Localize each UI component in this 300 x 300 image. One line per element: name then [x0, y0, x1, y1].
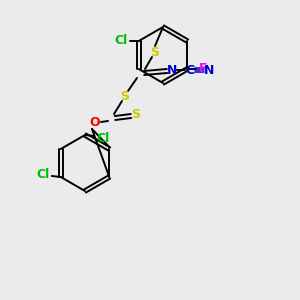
Text: C: C [185, 64, 195, 76]
Text: S: S [151, 46, 160, 59]
Text: Cl: Cl [96, 131, 110, 145]
Text: S: S [131, 109, 140, 122]
Text: F: F [199, 62, 208, 76]
Text: N: N [204, 64, 214, 76]
Text: Cl: Cl [114, 34, 128, 47]
Text: N: N [167, 64, 177, 76]
Text: O: O [90, 116, 100, 130]
Text: Cl: Cl [36, 167, 50, 181]
Text: S: S [121, 89, 130, 103]
